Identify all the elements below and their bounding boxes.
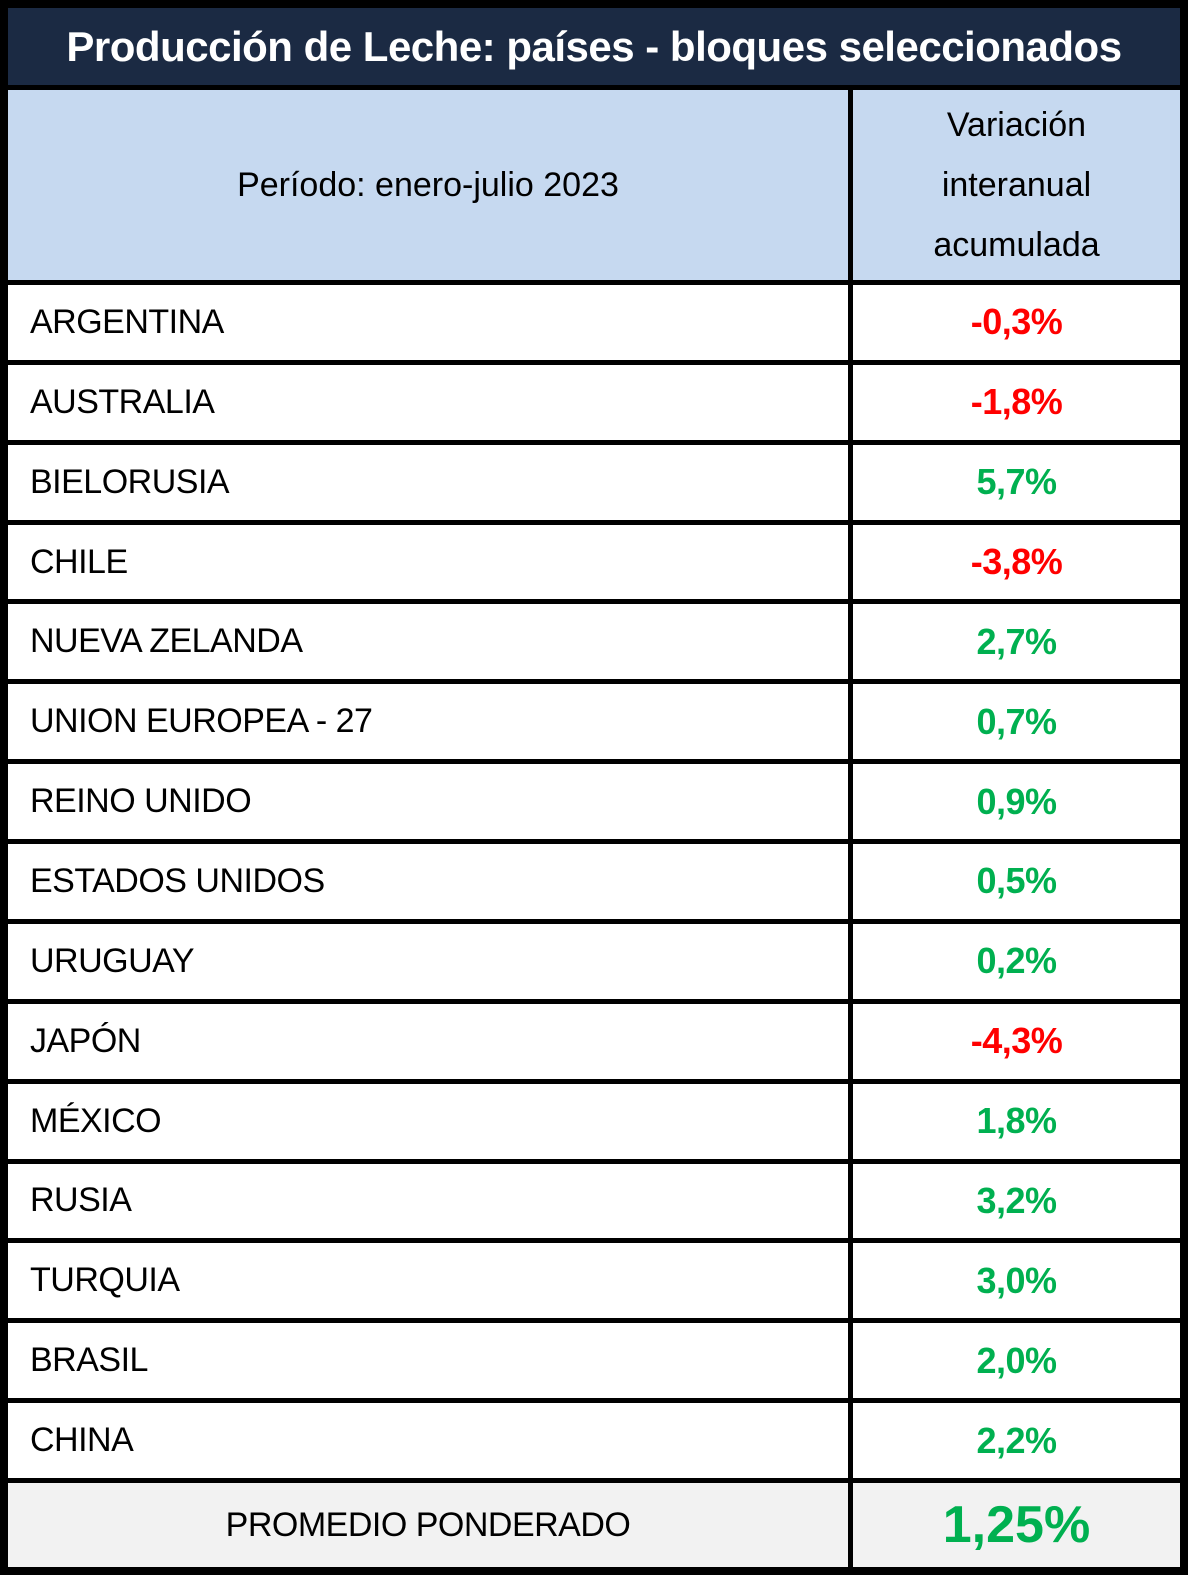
- country-cell: AUSTRALIA: [8, 364, 848, 440]
- country-cell: BRASIL: [8, 1323, 848, 1399]
- variation-cell: 0,7%: [853, 684, 1180, 760]
- variation-cell: 0,2%: [853, 923, 1180, 999]
- variation-header-line-2: interanual: [941, 166, 1092, 204]
- variation-cell: -0,3%: [853, 285, 1180, 360]
- variation-header-line-3: acumulada: [933, 226, 1100, 264]
- country-cell: NUEVA ZELANDA: [8, 604, 848, 680]
- table-grid: Producción de Leche: países - bloques se…: [8, 8, 1180, 1567]
- weighted-average-label: PROMEDIO PONDERADO: [8, 1483, 848, 1567]
- variation-cell: -3,8%: [853, 524, 1180, 600]
- weighted-average-value: 1,25%: [853, 1483, 1180, 1567]
- variation-cell: 1,8%: [853, 1083, 1180, 1159]
- variation-cell: 3,0%: [853, 1243, 1180, 1319]
- variation-cell: -1,8%: [853, 364, 1180, 440]
- variation-cell: 3,2%: [853, 1163, 1180, 1239]
- variation-cell: 0,5%: [853, 844, 1180, 919]
- country-cell: UNION EUROPEA - 27: [8, 684, 848, 760]
- variation-header-line-1: Variación: [946, 106, 1087, 144]
- country-cell: RUSIA: [8, 1163, 848, 1239]
- country-cell: URUGUAY: [8, 923, 848, 999]
- country-cell: ARGENTINA: [8, 285, 848, 360]
- variation-header-cell: Variación interanual acumulada: [853, 90, 1180, 280]
- country-cell: CHINA: [8, 1403, 848, 1478]
- variation-cell: 5,7%: [853, 444, 1180, 520]
- variation-cell: 2,7%: [853, 604, 1180, 680]
- table-title: Producción de Leche: países - bloques se…: [8, 8, 1180, 85]
- country-cell: JAPÓN: [8, 1003, 848, 1079]
- country-cell: CHILE: [8, 524, 848, 600]
- variation-cell: 2,2%: [853, 1403, 1180, 1478]
- country-cell: MÉXICO: [8, 1083, 848, 1159]
- variation-cell: 0,9%: [853, 764, 1180, 840]
- country-cell: TURQUIA: [8, 1243, 848, 1319]
- period-header-cell: Período: enero-julio 2023: [8, 90, 848, 280]
- country-cell: REINO UNIDO: [8, 764, 848, 840]
- country-cell: BIELORUSIA: [8, 444, 848, 520]
- country-cell: ESTADOS UNIDOS: [8, 844, 848, 919]
- variation-cell: 2,0%: [853, 1323, 1180, 1399]
- variation-cell: -4,3%: [853, 1003, 1180, 1079]
